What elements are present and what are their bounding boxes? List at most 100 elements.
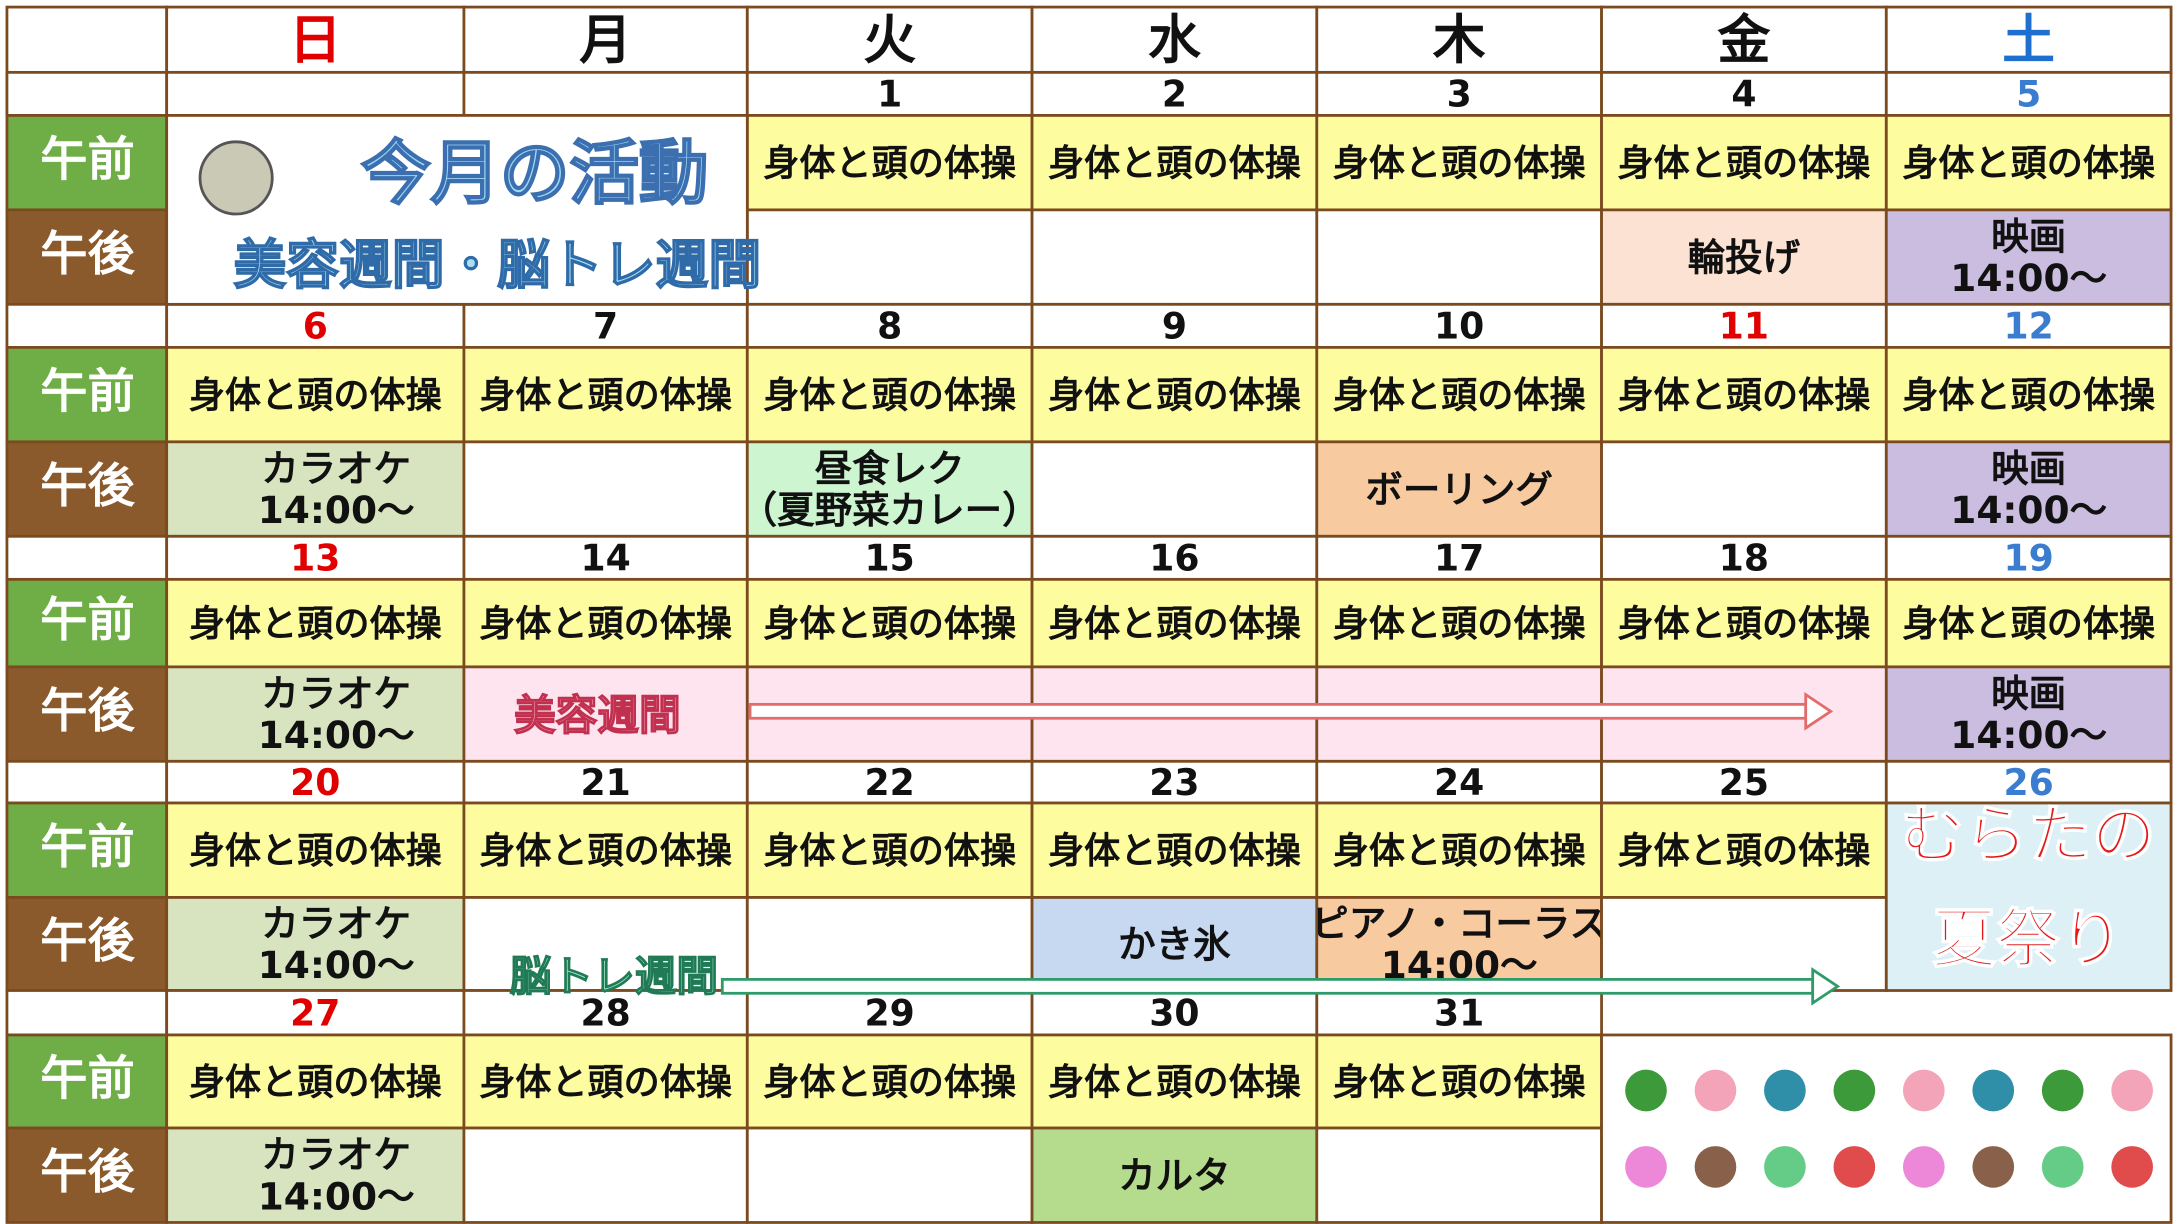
title-block (165, 114, 749, 306)
pm-cell (1884, 665, 2173, 763)
am-label: 午前 (40, 593, 134, 648)
date: 1 (877, 73, 902, 116)
pm-label: 午後 (40, 459, 135, 514)
date: 28 (580, 992, 630, 1035)
decoration-icon (2041, 1146, 2084, 1188)
banner: 美容週間 (514, 690, 681, 739)
beauty-arrow (748, 702, 1808, 720)
label-cell (5, 759, 169, 805)
pm-activity: 14:00〜 (1950, 256, 2107, 300)
pm-cell (1315, 440, 1603, 538)
beauty-arrow-head (1804, 692, 1834, 731)
pm-cell (462, 1126, 749, 1224)
date: 9 (1162, 305, 1187, 348)
date: 22 (865, 761, 915, 804)
pm-label-cell (5, 896, 169, 992)
date: 27 (290, 992, 340, 1035)
pm-activity: 14:00〜 (1950, 713, 2107, 757)
pm-cell (1315, 896, 1603, 992)
date: 19 (2004, 537, 2054, 580)
date-cell (745, 534, 1034, 581)
decoration-icon (2111, 1069, 2153, 1112)
pm-activity: カラオケ (261, 447, 411, 491)
am-activity: 身体と頭の体操 (1902, 373, 2155, 416)
am-cell (1884, 114, 2173, 212)
date: 26 (2004, 761, 2054, 804)
date-cell (165, 759, 466, 805)
am-label: 午前 (40, 133, 134, 188)
label-cell (5, 989, 169, 1037)
date: 16 (1149, 537, 1199, 580)
am-cell (165, 577, 466, 669)
decoration-icon (2041, 1069, 2084, 1112)
label-cell (5, 302, 169, 349)
am-activity: 身体と頭の体操 (1618, 373, 1871, 416)
pm-label-cell (5, 208, 169, 306)
pm-activity: 映画 (1991, 672, 2066, 716)
am-cell (1030, 577, 1319, 669)
weekday-cell (1315, 5, 1603, 74)
am-activity: 身体と頭の体操 (1333, 141, 1586, 184)
am-cell (462, 801, 749, 899)
am-activity: 身体と頭の体操 (1618, 141, 1871, 184)
pm-cell (462, 896, 749, 992)
pm-cell (1884, 208, 2173, 306)
am-activity: 身体と頭の体操 (189, 1060, 442, 1103)
pm-activity: 輪投げ (1688, 235, 1801, 279)
date: 6 (303, 305, 328, 348)
am-activity: 身体と頭の体操 (189, 829, 442, 872)
brain-arrow-head (1811, 967, 1841, 1006)
date: 5 (2016, 73, 2041, 116)
am-activity: 身体と頭の体操 (1048, 373, 1301, 416)
date: 18 (1719, 537, 1769, 580)
date-cell (1884, 70, 2173, 117)
am-activity: 身体と頭の体操 (1902, 602, 2155, 645)
date: 31 (1434, 992, 1484, 1035)
am-activity: 身体と頭の体操 (763, 141, 1016, 184)
am-activity: 身体と頭の体操 (763, 602, 1016, 645)
am-activity: 身体と頭の体操 (1902, 141, 2155, 184)
pm-activity: 14:00〜 (258, 1174, 415, 1218)
pm-cell (1030, 208, 1319, 306)
am-activity: 身体と頭の体操 (763, 373, 1016, 416)
pm-cell (1600, 440, 1888, 538)
weekday: 金 (1717, 10, 1771, 71)
am-cell (745, 1033, 1034, 1130)
am-label: 午前 (40, 820, 134, 875)
date: 21 (580, 761, 630, 804)
pm-activity: 映画 (1991, 215, 2066, 259)
pm-label: 午後 (40, 1145, 135, 1200)
date-cell (1030, 534, 1319, 581)
weekday: 水 (1148, 10, 1201, 71)
am-cell (1315, 114, 1603, 212)
decoration-icon (1625, 1146, 1667, 1188)
pm-activity: カルタ (1118, 1154, 1231, 1198)
weekday: 月 (579, 10, 632, 71)
date-cell (1315, 759, 1603, 805)
date-cell (1600, 70, 1888, 117)
am-cell (1600, 114, 1888, 212)
date: 12 (2004, 305, 2054, 348)
am-activity: 身体と頭の体操 (1333, 602, 1586, 645)
am-activity: 身体と頭の体操 (1333, 1060, 1586, 1103)
weekday: 火 (863, 10, 916, 71)
date: 20 (290, 761, 340, 804)
pm-cell (1315, 208, 1603, 306)
brain-arrow (720, 978, 1815, 995)
am-cell (462, 577, 749, 669)
pm-cell (1884, 440, 2173, 538)
decoration-area (1600, 1033, 2173, 1224)
pm-cell (1030, 896, 1319, 992)
date-cell (165, 70, 466, 117)
pm-cell (745, 896, 1034, 992)
am-cell (1884, 577, 2173, 669)
weekday: 土 (2002, 10, 2055, 71)
pm-activity: 昼食レク (815, 447, 965, 491)
date: 13 (290, 537, 340, 580)
am-cell (1030, 1033, 1319, 1130)
pm-activity: 14:00〜 (258, 943, 415, 987)
decoration-icon (1833, 1146, 1876, 1188)
label-cell (5, 70, 169, 117)
am-cell (745, 801, 1034, 899)
